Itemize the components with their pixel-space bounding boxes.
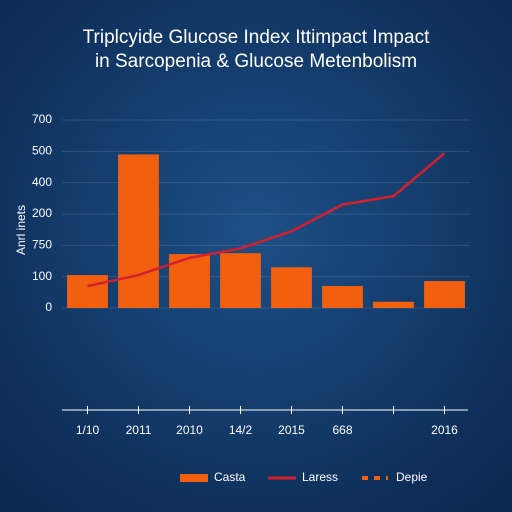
bar: [271, 267, 312, 308]
y-tick-label: 500: [32, 144, 52, 158]
line: [87, 152, 446, 288]
y-tick-label: 100: [32, 269, 52, 283]
x-tick-label: 1/10: [76, 423, 100, 437]
bar: [424, 281, 465, 308]
x-tick-label: 668: [332, 423, 352, 437]
y-tick-label: 750: [32, 238, 52, 252]
y-tick-label: 200: [32, 206, 52, 220]
y-axis-label: Anrl inets: [14, 205, 28, 255]
chart-title: Triplcyide Glucose Index Ittimpact Impac…: [83, 27, 430, 48]
x-tick-label: 2016: [431, 423, 458, 437]
bar: [220, 253, 261, 308]
x-tick-label: 2010: [176, 423, 203, 437]
y-tick-label: 700: [32, 112, 52, 126]
bar: [373, 301, 414, 308]
bar: [67, 275, 108, 308]
bar: [118, 154, 159, 308]
bar: [322, 286, 363, 308]
legend-swatch: [180, 474, 208, 482]
y-tick-label: 400: [32, 175, 52, 189]
legend-label: Casta: [214, 470, 246, 484]
x-tick-label: 2015: [278, 423, 305, 437]
x-tick-label: 14/2: [229, 423, 253, 437]
y-tick-label: 0: [45, 300, 52, 314]
x-tick-label: 2011: [126, 423, 152, 437]
legend-label: Laress: [302, 470, 338, 484]
legend-label: Depie: [396, 470, 428, 484]
chart-title: in Sarcopenia & Glucose Metenbolism: [95, 51, 417, 72]
